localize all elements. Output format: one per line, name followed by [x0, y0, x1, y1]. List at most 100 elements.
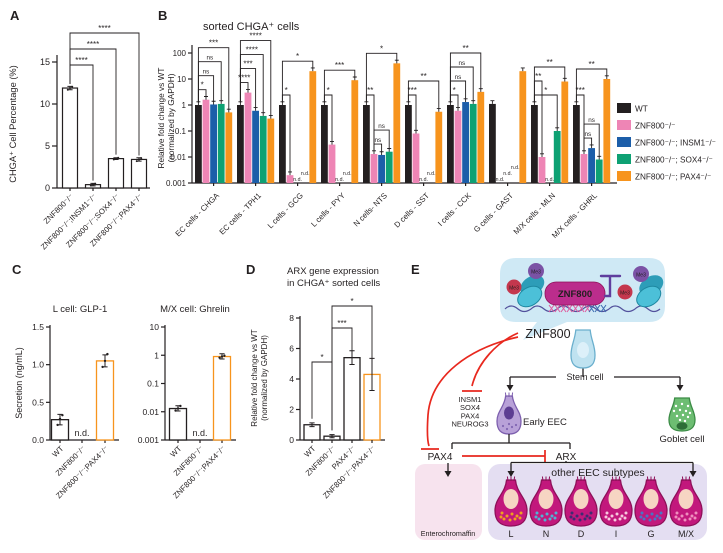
bar — [447, 105, 454, 183]
y-tick-label: 10 — [177, 75, 186, 84]
nucleus — [608, 489, 624, 509]
sig-label: **** — [249, 32, 261, 41]
granule — [507, 422, 511, 426]
granule — [519, 511, 523, 515]
granule — [510, 425, 514, 429]
error-bar — [490, 100, 495, 104]
dna-crosshatch-pink — [578, 304, 585, 313]
cilia — [576, 476, 579, 482]
granule — [690, 514, 694, 518]
sig-bracket — [331, 305, 373, 431]
granule — [685, 512, 689, 516]
sig-bracket — [197, 47, 230, 110]
granule — [569, 515, 573, 519]
stem-cell-icon — [570, 329, 596, 369]
bar — [553, 131, 561, 183]
data-point — [117, 156, 120, 159]
data-point — [218, 356, 221, 359]
sig-bracket — [449, 52, 482, 103]
sig-label: * — [296, 52, 299, 61]
cilia — [646, 476, 649, 482]
bar — [412, 133, 420, 183]
x-category-label: D cells - SST — [392, 191, 431, 230]
legend-label: WT — [635, 105, 648, 114]
legend-label: ZNF800⁻/⁻ — [635, 122, 676, 131]
granule — [624, 511, 628, 515]
arrowhead — [676, 385, 684, 391]
granule — [694, 511, 698, 515]
sig-label: *** — [335, 61, 344, 70]
y-tick-label: 0.5 — [32, 397, 44, 407]
cilia — [611, 476, 614, 482]
sig-label: ** — [588, 60, 594, 69]
error-bar — [520, 67, 525, 72]
bar — [244, 92, 252, 183]
error-bar — [329, 434, 335, 439]
bar — [538, 157, 546, 183]
sig-label: * — [201, 81, 204, 90]
sig-label: ** — [367, 86, 373, 95]
granule — [534, 515, 538, 519]
y-axis-label: (normalized by GAPDH) — [260, 335, 269, 421]
panel-e-diagram: Me3 Me3 Me3 Me3 ZNF800 ZNF800 Stem cell … — [415, 258, 707, 540]
data-point — [106, 352, 109, 356]
sig-label: **** — [246, 46, 258, 55]
sig-label: ns — [458, 60, 465, 67]
sig-label: ns — [378, 123, 385, 130]
data-point — [138, 158, 140, 161]
bar — [130, 158, 148, 189]
granule — [620, 514, 624, 518]
bar — [168, 407, 188, 441]
bar — [573, 105, 580, 183]
bar — [107, 158, 125, 189]
x-category-label: M/X cells - MLN — [512, 191, 557, 236]
eec-cell-label: L — [508, 529, 513, 539]
granule — [683, 518, 687, 522]
panel-b-chart: 0.001 0.01 0.1 1 10 100 Relative fold change v… — [156, 21, 716, 240]
tf-list-item: SOX4 — [460, 403, 480, 412]
cilia — [513, 476, 516, 482]
nd-label: n.d. — [419, 177, 428, 183]
goblet-dot — [681, 413, 685, 417]
bar — [580, 154, 588, 183]
bar — [370, 154, 378, 183]
granule — [505, 427, 509, 431]
bar — [267, 118, 275, 183]
chart-title: M/X cell: Ghrelin — [160, 304, 230, 315]
nucleus — [573, 489, 589, 509]
bar — [321, 105, 328, 183]
nd-label: n.d. — [427, 171, 436, 177]
bar — [252, 110, 259, 183]
sig-label: ** — [535, 72, 541, 81]
granule — [688, 517, 692, 521]
granule — [515, 514, 519, 518]
granule — [514, 423, 518, 427]
sig-bracket — [311, 361, 333, 431]
chart-title: in CHGA⁺ sorted cells — [287, 278, 380, 289]
me3-mark: Me3 — [506, 279, 522, 295]
granule — [674, 515, 678, 519]
y-tick-label: 1.5 — [32, 322, 44, 332]
data-point — [92, 183, 94, 186]
cilia — [548, 476, 551, 482]
data-point — [69, 87, 71, 90]
nd-label: n.d. — [343, 171, 352, 177]
znf800-box-text: ZNF800 — [558, 289, 592, 300]
dna-crosshatch-pink — [548, 304, 555, 313]
me3-mark: Me3 — [528, 263, 544, 279]
eec-cell-label: G — [647, 529, 654, 539]
nd-label: n.d. — [496, 177, 505, 183]
granule — [554, 511, 558, 515]
bar — [363, 105, 370, 183]
granule — [607, 517, 611, 521]
granule — [510, 512, 514, 516]
other-subtypes-label: other EEC subtypes — [551, 467, 644, 479]
nucleus — [678, 489, 694, 509]
y-tick-label: 0.0 — [32, 435, 44, 445]
bar — [393, 63, 401, 184]
goblet-dot — [675, 414, 679, 418]
bar — [405, 105, 412, 183]
dna-strand — [504, 305, 661, 313]
granule — [543, 518, 547, 522]
